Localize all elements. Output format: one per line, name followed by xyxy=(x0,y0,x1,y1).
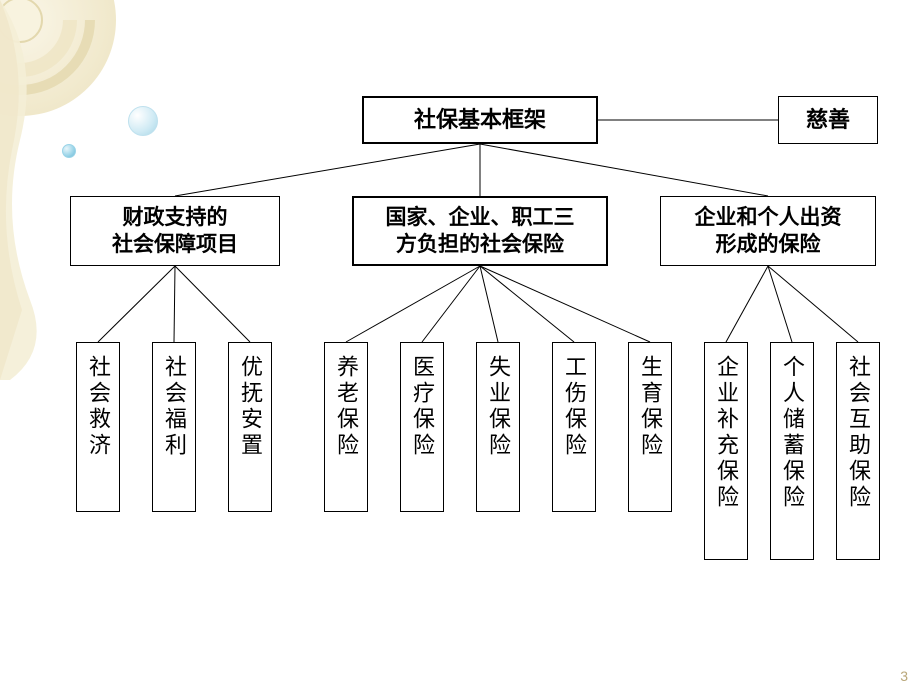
leaf-label: 优抚安置 xyxy=(234,355,266,459)
page-number: 3 xyxy=(900,668,908,684)
mid-label: 企业和个人出资 形成的保险 xyxy=(695,204,842,259)
leaf-label: 社会福利 xyxy=(158,355,190,459)
side-node-charity: 慈善 xyxy=(778,96,878,144)
mid-label: 财政支持的 社会保障项目 xyxy=(112,204,238,259)
leaf-work-injury: 工伤保险 xyxy=(552,342,596,512)
leaf-label: 个人储蓄保险 xyxy=(776,355,808,511)
leaf-label: 社会救济 xyxy=(82,355,114,459)
leaf-label: 养老保险 xyxy=(330,355,362,459)
leaf-special-care: 优抚安置 xyxy=(228,342,272,512)
bubble-small-icon xyxy=(62,144,76,158)
leaf-social-welfare: 社会福利 xyxy=(152,342,196,512)
side-band-ornament xyxy=(0,0,60,380)
mid-node-fiscal: 财政支持的 社会保障项目 xyxy=(70,196,280,266)
mid-node-enterprise-personal: 企业和个人出资 形成的保险 xyxy=(660,196,876,266)
leaf-enterprise-supplement: 企业补充保险 xyxy=(704,342,748,560)
leaf-social-relief: 社会救济 xyxy=(76,342,120,512)
leaf-personal-savings: 个人储蓄保险 xyxy=(770,342,814,560)
leaf-label: 社会互助保险 xyxy=(842,355,874,511)
corner-ornament xyxy=(0,0,140,140)
leaf-pension: 养老保险 xyxy=(324,342,368,512)
leaf-label: 生育保险 xyxy=(634,355,666,459)
leaf-label: 医疗保险 xyxy=(406,355,438,459)
leaf-unemployment: 失业保险 xyxy=(476,342,520,512)
leaf-mutual-aid: 社会互助保险 xyxy=(836,342,880,560)
leaf-label: 工伤保险 xyxy=(558,355,590,459)
side-label: 慈善 xyxy=(806,106,850,135)
root-label: 社保基本框架 xyxy=(414,106,546,135)
leaf-medical: 医疗保险 xyxy=(400,342,444,512)
bubble-large-icon xyxy=(128,106,158,136)
mid-label: 国家、企业、职工三 方负担的社会保险 xyxy=(386,204,575,259)
leaf-label: 失业保险 xyxy=(482,355,514,459)
leaf-maternity: 生育保险 xyxy=(628,342,672,512)
root-node: 社保基本框架 xyxy=(362,96,598,144)
mid-node-social-insurance: 国家、企业、职工三 方负担的社会保险 xyxy=(352,196,608,266)
leaf-label: 企业补充保险 xyxy=(710,355,742,511)
